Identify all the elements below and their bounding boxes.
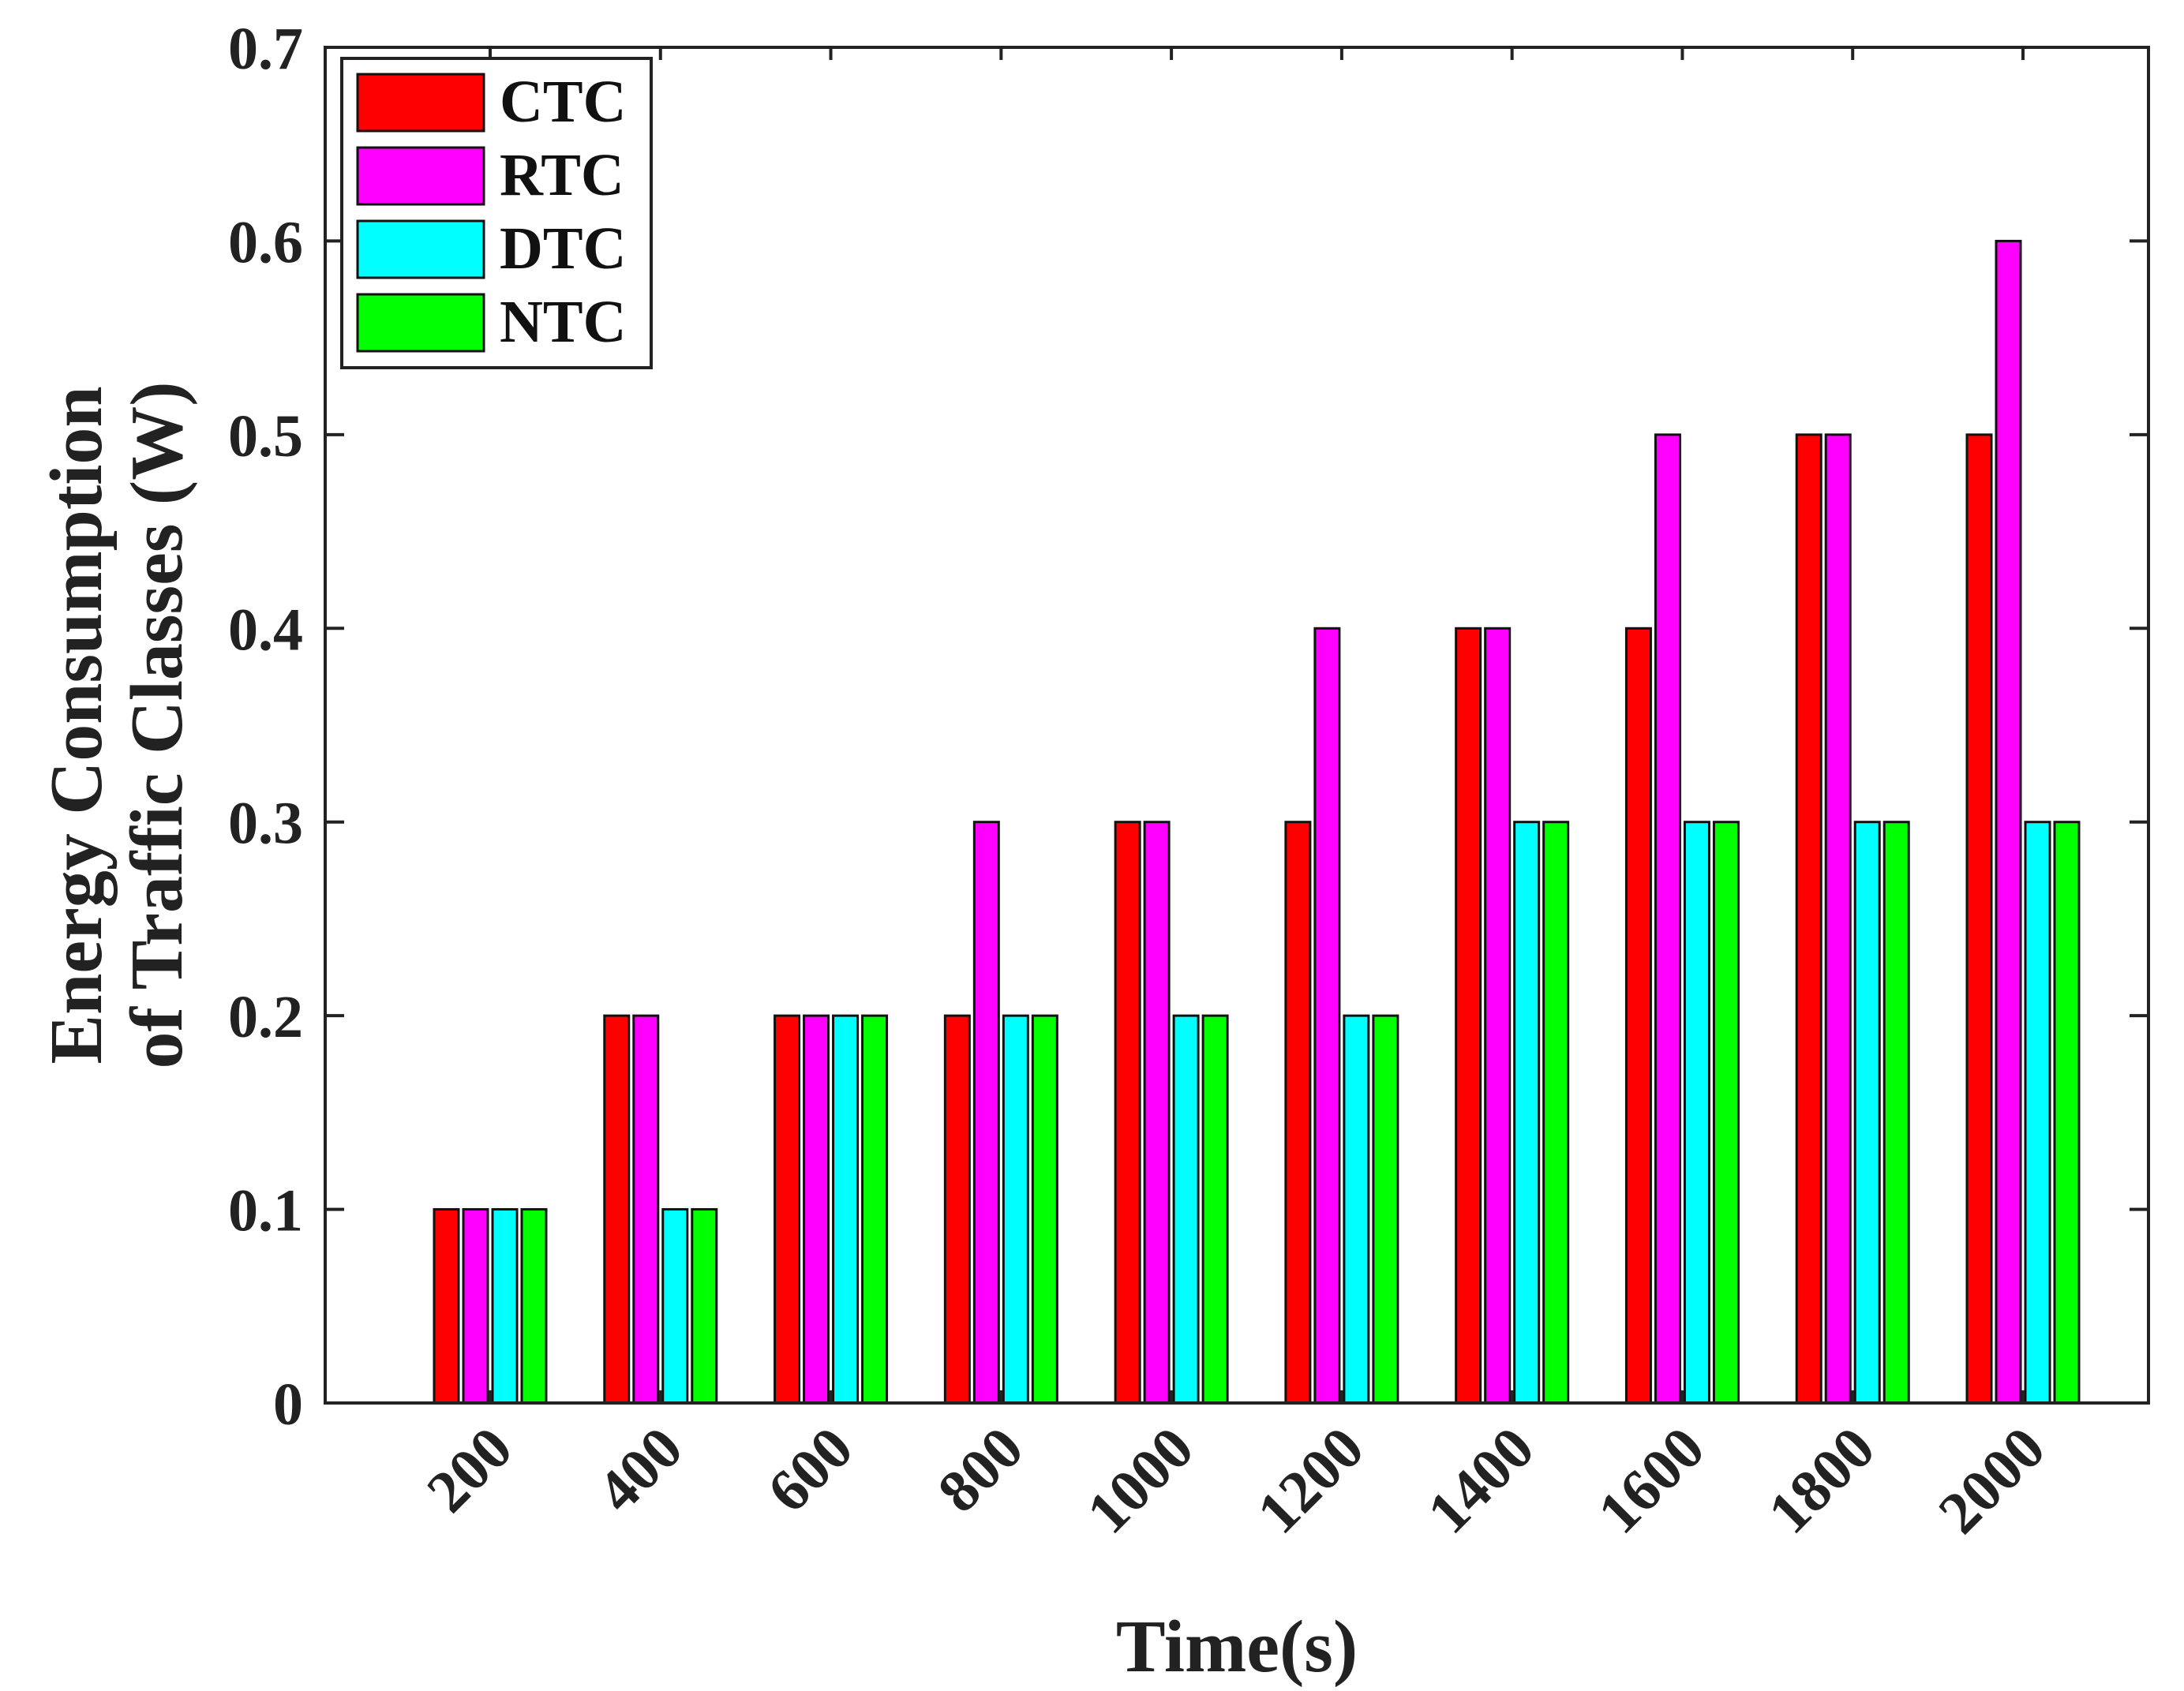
bar-ntc-1200 [1372, 1014, 1399, 1405]
y-axis-title-line: Energy Consumption [36, 386, 118, 1064]
bar-rtc-2000 [1995, 239, 2022, 1405]
bar-rtc-800 [972, 821, 1000, 1405]
legend-swatch-dtc [356, 219, 485, 279]
y-tick-label: 0.3 [228, 791, 303, 857]
legend-label-dtc: DTC [500, 215, 626, 282]
x-tick-label: 1000 [1074, 1415, 1206, 1547]
y-tick-label: 0.5 [228, 403, 303, 470]
bar-ntc-600 [861, 1014, 889, 1405]
y-tick-label: 0.1 [228, 1178, 303, 1244]
y-tick-label: 0.6 [228, 209, 303, 275]
bar-ctc-800 [943, 1014, 971, 1405]
y-tick-label: 0.2 [228, 984, 303, 1050]
y-axis-title-line: of Traffic Classes (W) [116, 381, 198, 1068]
x-axis-title: Time(s) [1116, 1606, 1358, 1688]
bar-ctc-200 [433, 1208, 460, 1405]
bar-dtc-800 [1002, 1014, 1029, 1405]
x-tick-label: 400 [585, 1415, 695, 1525]
bar-ntc-400 [691, 1208, 718, 1405]
bar-rtc-1000 [1143, 821, 1171, 1405]
bar-ctc-1400 [1455, 627, 1482, 1405]
bar-ctc-1600 [1624, 627, 1652, 1405]
bar-ctc-1800 [1795, 433, 1822, 1405]
x-tick-label: 200 [414, 1415, 525, 1525]
bar-rtc-1600 [1654, 433, 1681, 1405]
plot-area-frame [324, 46, 2150, 1405]
y-axis-title: Energy Consumptionof Traffic Classes (W) [36, 381, 198, 1068]
legend-label-rtc: RTC [500, 142, 624, 208]
bar-dtc-1200 [1343, 1014, 1370, 1405]
x-tick-label: 1200 [1245, 1415, 1377, 1547]
y-tick-label: 0.7 [228, 16, 303, 82]
bar-ctc-2000 [1965, 433, 1993, 1405]
bar-ntc-1800 [1882, 821, 1910, 1405]
bar-dtc-600 [832, 1014, 860, 1405]
bar-dtc-1000 [1172, 1014, 1200, 1405]
bar-ntc-200 [520, 1208, 548, 1405]
bar-dtc-1600 [1683, 821, 1710, 1405]
bar-rtc-1200 [1313, 627, 1341, 1405]
bar-ctc-1200 [1284, 821, 1312, 1405]
x-tick-label: 800 [925, 1415, 1036, 1525]
bar-dtc-400 [661, 1208, 689, 1405]
bar-ntc-2000 [2053, 821, 2081, 1405]
x-tick-label: 1800 [1755, 1415, 1887, 1547]
legend-swatch-ctc [356, 73, 485, 133]
bar-dtc-1800 [1853, 821, 1881, 1405]
x-tick-label: 1600 [1586, 1415, 1718, 1547]
bar-ctc-1000 [1114, 821, 1141, 1405]
legend-swatch-rtc [356, 146, 485, 206]
legend-label-ntc: NTC [500, 289, 626, 355]
legend: CTC RTC DTC NTC [340, 57, 653, 369]
y-axis: 0 0.1 0.2 0.3 0.4 0.5 0.6 0.7 [228, 16, 2148, 1438]
x-tick-label: 2000 [1926, 1415, 2058, 1547]
x-tick-label: 1400 [1415, 1415, 1547, 1547]
legend-label-ctc: CTC [500, 69, 626, 135]
bar-ntc-1400 [1542, 821, 1570, 1405]
bar-rtc-600 [803, 1014, 830, 1405]
bars-layer [433, 239, 2081, 1405]
bar-dtc-2000 [2024, 821, 2051, 1405]
x-tick-label: 600 [755, 1415, 866, 1525]
y-tick-label: 0 [273, 1371, 303, 1438]
bar-ctc-400 [603, 1014, 631, 1405]
bar-rtc-200 [462, 1208, 489, 1405]
bar-ctc-600 [774, 1014, 801, 1405]
bar-rtc-1800 [1824, 433, 1852, 1405]
bar-ntc-800 [1031, 1014, 1058, 1405]
bar-ntc-1000 [1201, 1014, 1229, 1405]
bar-ntc-1600 [1712, 821, 1740, 1405]
bar-rtc-1400 [1484, 627, 1512, 1405]
legend-swatch-ntc [356, 293, 485, 353]
bar-dtc-1400 [1513, 821, 1541, 1405]
y-tick-label: 0.4 [228, 597, 303, 663]
bar-dtc-200 [491, 1208, 519, 1405]
bar-rtc-400 [632, 1014, 660, 1405]
